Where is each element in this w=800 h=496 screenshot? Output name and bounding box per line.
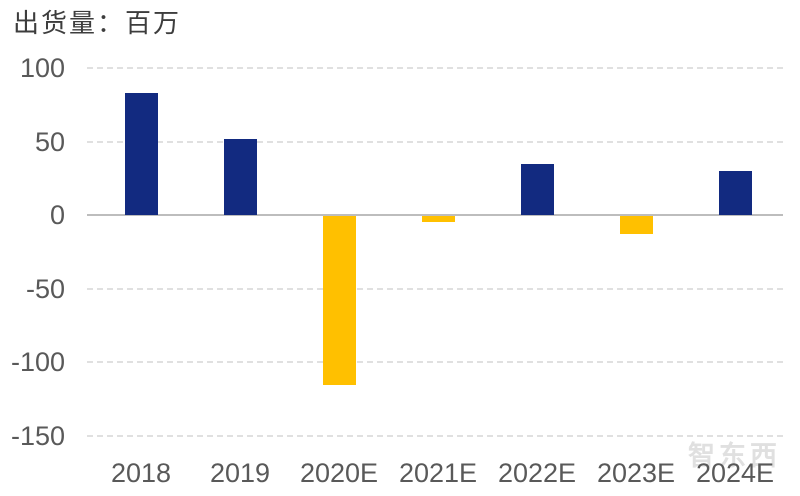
y-tick-label: 100 (19, 53, 65, 83)
zero-axis-line (87, 214, 783, 216)
y-tick-label: -150 (10, 420, 65, 451)
bar-2021E (421, 216, 455, 222)
x-tick-label-2023E: 2023E (596, 458, 676, 488)
y-tick-label: -50 (25, 273, 65, 304)
gridline (87, 434, 783, 437)
gridline (87, 287, 783, 290)
bar-2023E (619, 216, 653, 234)
gridline (87, 361, 783, 363)
x-tick-label-2022E: 2022E (497, 458, 577, 488)
watermark-logo: 智东西 (688, 441, 781, 471)
chart-title: 出货量：百万 (13, 8, 182, 38)
bar-2024E (718, 170, 752, 215)
gridline (87, 67, 783, 69)
y-tick-label: 50 (34, 126, 65, 157)
y-tick-label: -100 (10, 347, 65, 377)
x-tick-label-2018: 2018 (110, 458, 172, 488)
bar-2018 (124, 92, 158, 215)
bar-2022E (520, 163, 554, 215)
x-tick-label-2024E: 2024E (695, 458, 775, 488)
bar-2020E (322, 216, 356, 386)
x-tick-label-2020E: 2020E (299, 458, 379, 488)
bar-2019 (223, 138, 257, 215)
x-tick-label-2021E: 2021E (398, 458, 478, 488)
gridline (87, 140, 783, 143)
x-tick-label-2019: 2019 (209, 458, 271, 488)
y-tick-label: 0 (49, 200, 65, 230)
